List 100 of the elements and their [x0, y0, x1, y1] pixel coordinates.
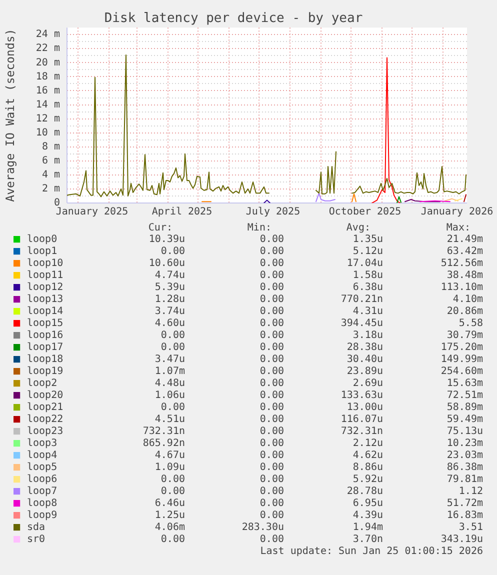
text: 0.00 [160, 534, 185, 545]
text: 0.00 [260, 354, 284, 365]
text: 1.28u [154, 294, 185, 305]
text: 86.38m [446, 462, 483, 473]
text: 17.04u [346, 258, 383, 269]
text: 865.92n [142, 438, 185, 449]
text: 149.99m [440, 354, 483, 365]
text: 5.12u [352, 246, 383, 257]
text: 732.31n [142, 426, 185, 437]
legend-label: sr0 [27, 534, 46, 545]
text: 15.63m [446, 378, 483, 389]
y-tick-label: 8 m [42, 141, 60, 152]
text: 0.00 [160, 402, 185, 413]
chart-title: Disk latency per device - by year [104, 11, 363, 26]
y-tick-label: 20 m [36, 57, 60, 68]
text: 38.48m [446, 270, 483, 281]
legend-label: loop5 [27, 462, 58, 473]
text: 0.00 [260, 330, 284, 341]
legend-label: loop12 [27, 282, 64, 293]
text: 72.51m [446, 390, 483, 401]
legend-label: loop15 [27, 318, 64, 329]
legend-label: loop23 [27, 426, 64, 437]
legend-label: loop0 [27, 234, 58, 245]
text: 5.39u [154, 282, 185, 293]
y-tick-label: 14 m [36, 99, 60, 110]
text: 3.18u [352, 330, 383, 341]
text: 0.00 [260, 258, 284, 269]
y-tick-label: 22 m [36, 43, 60, 54]
legend-label: loop21 [27, 402, 64, 413]
text: 4.51u [154, 414, 185, 425]
text: 4.06m [154, 522, 185, 533]
text: 6.46u [154, 498, 185, 509]
x-tick-label: July 2025 [246, 206, 300, 218]
text: 8.86u [352, 462, 383, 473]
legend-label: sda [27, 522, 46, 533]
text: 59.49m [446, 414, 483, 425]
text: 3.74u [154, 306, 185, 317]
text: 0.00 [260, 426, 284, 437]
text: 3.70n [352, 534, 383, 545]
text: 10.60u [148, 258, 185, 269]
text: 0.00 [260, 318, 284, 329]
x-tick-label: January 2026 [420, 206, 494, 218]
text: 3.47u [154, 354, 185, 365]
text: 10.23m [446, 438, 483, 449]
text: 113.10m [440, 282, 483, 293]
text: Min: [247, 222, 272, 234]
text: 4.62u [352, 450, 383, 461]
text: 0.00 [260, 246, 284, 257]
text: 770.21n [340, 294, 383, 305]
y-axis-title: Average IO Wait (seconds) [2, 28, 17, 202]
text: 16.83m [446, 510, 483, 521]
text: 0.00 [160, 330, 185, 341]
legend-label: loop7 [27, 486, 58, 497]
text: 21.49m [446, 234, 483, 245]
text: 343.19u [440, 534, 483, 545]
text: 0.00 [260, 510, 284, 521]
text: 5.58 [458, 318, 483, 329]
text: 1.12 [458, 486, 483, 497]
text: 1.58u [352, 270, 383, 281]
text: 0.00 [260, 306, 284, 317]
text: 1.35u [352, 234, 383, 245]
legend-label: loop1 [27, 246, 58, 257]
text: 254.60m [440, 366, 483, 377]
x-tick-label: January 2025 [56, 206, 128, 218]
text: 512.56m [440, 258, 483, 269]
text: 0.00 [260, 342, 284, 353]
text: 23.03m [446, 450, 483, 461]
y-tick-label: 12 m [36, 113, 60, 124]
text: 3.51 [458, 522, 483, 533]
text: 732.31n [340, 426, 383, 437]
text: 79.81m [446, 474, 483, 485]
text: 0.00 [260, 438, 284, 449]
y-tick-label: 4 m [42, 170, 60, 181]
legend-label: loop4 [27, 450, 58, 461]
text: 116.07u [340, 414, 383, 425]
legend-label: loop17 [27, 342, 64, 353]
text: 0.00 [260, 366, 284, 377]
text: 0.00 [160, 342, 185, 353]
text: Max: [446, 222, 470, 234]
y-tick-label: 16 m [36, 85, 60, 96]
legend-label: loop10 [27, 258, 64, 269]
legend-label: loop2 [27, 378, 58, 389]
text: 23.89u [346, 366, 383, 377]
text: 0.00 [260, 390, 284, 401]
text: 4.67u [154, 450, 185, 461]
text: 1.94m [352, 522, 383, 533]
y-tick-label: 6 m [42, 156, 60, 166]
legend-label: loop14 [27, 306, 64, 317]
text: 0.00 [260, 474, 284, 485]
text: 2.69u [352, 378, 383, 389]
legend-label: loop22 [27, 414, 64, 425]
text: 13.00u [346, 402, 383, 413]
text: Last update: Sun Jan 25 01:00:15 2026 [260, 546, 483, 557]
text: 1.25u [154, 510, 185, 521]
text: 4.10m [452, 294, 483, 305]
y-tick-label: 18 m [36, 71, 60, 82]
text: 0.00 [260, 234, 284, 245]
legend-label: loop9 [27, 510, 58, 521]
text: 394.45u [340, 318, 383, 329]
text: 0.00 [260, 270, 284, 281]
